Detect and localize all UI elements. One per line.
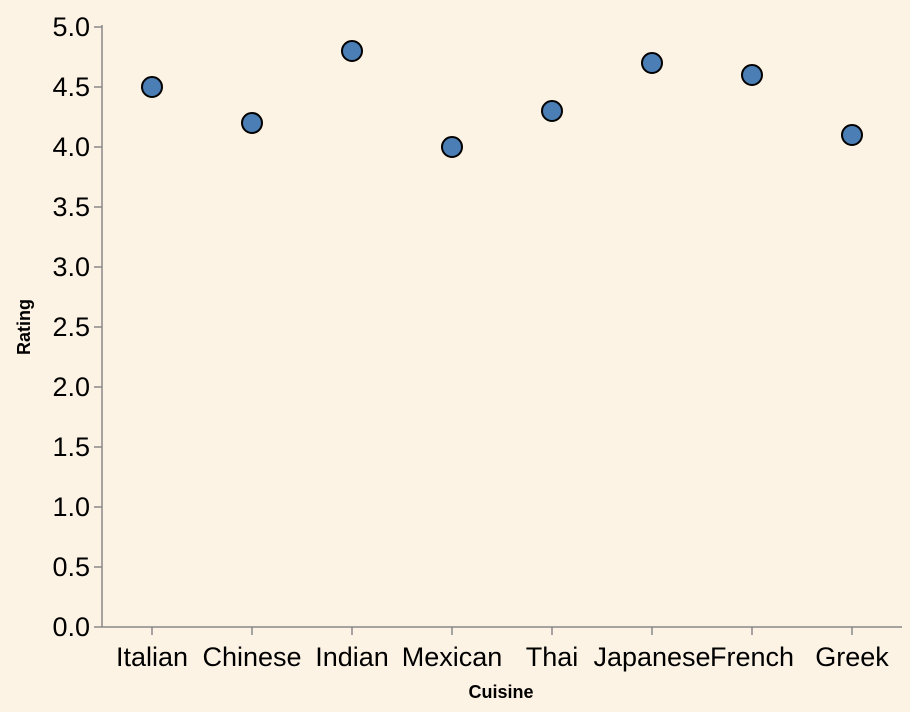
data-point-indian[interactable]: [341, 40, 363, 62]
y-tick-label: 4.0: [52, 132, 90, 162]
x-tick-label: Japanese: [593, 642, 710, 672]
y-tick-label: 0.0: [52, 612, 90, 642]
data-point-thai[interactable]: [541, 100, 563, 122]
x-tick-label: Greek: [815, 642, 889, 672]
x-tick-label: Italian: [116, 642, 188, 672]
y-tick-label: 0.5: [52, 552, 90, 582]
data-point-chinese[interactable]: [241, 112, 263, 134]
y-tick-label: 1.0: [52, 492, 90, 522]
data-point-greek[interactable]: [841, 124, 863, 146]
y-axis-title: Rating: [14, 299, 34, 355]
y-tick-label: 4.5: [52, 72, 90, 102]
x-tick-label: French: [710, 642, 794, 672]
x-tick-label: Chinese: [202, 642, 301, 672]
data-points: [141, 40, 863, 158]
data-point-italian[interactable]: [141, 76, 163, 98]
x-tick-label: Indian: [315, 642, 389, 672]
y-tick-label: 1.5: [52, 432, 90, 462]
data-point-japanese[interactable]: [641, 52, 663, 74]
y-tick-label: 2.0: [52, 372, 90, 402]
y-tick-label: 2.5: [52, 312, 90, 342]
x-tick-label: Thai: [526, 642, 579, 672]
y-axis: 0.0 0.5 1.0 1.5 2.0 2.5 3.0 3.5 4.0 4.5 5.0: [52, 12, 103, 642]
x-axis: Italian Chinese Indian Mexican Thai Japanese F…: [102, 626, 902, 672]
data-point-mexican[interactable]: [441, 136, 463, 158]
x-tick-label: Mexican: [402, 642, 503, 672]
data-point-french[interactable]: [741, 64, 763, 86]
y-tick-label: 3.5: [52, 192, 90, 222]
y-tick-label: 5.0: [52, 12, 90, 42]
y-tick-label: 3.0: [52, 252, 90, 282]
x-axis-title: Cuisine: [468, 682, 533, 702]
